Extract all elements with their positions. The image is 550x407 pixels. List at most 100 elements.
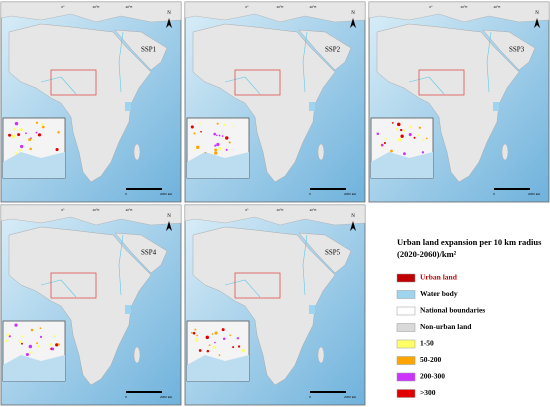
inset-dot: [212, 345, 216, 349]
lon-label: 0°: [245, 5, 249, 9]
inset-dot: [214, 148, 218, 152]
inset-dot: [376, 132, 380, 136]
inset-dot: [49, 343, 53, 346]
madagascar: [317, 143, 325, 161]
lon-label: 20°E: [460, 5, 467, 9]
inset-dot: [232, 125, 235, 128]
nile: [118, 31, 124, 93]
north-arrow: [166, 221, 172, 231]
madagascar: [133, 346, 141, 364]
north-label: N: [351, 214, 355, 219]
north-arrow: [350, 221, 356, 231]
lon-label: 20°E: [92, 5, 99, 9]
inset-dot: [397, 122, 401, 127]
lake: [125, 305, 131, 314]
scale-end: 2000 km: [344, 395, 357, 399]
river: [40, 279, 77, 298]
inset-coast: [187, 355, 249, 381]
scale-end: 2000 km: [528, 192, 541, 196]
inset-dot: [421, 151, 425, 154]
lon-label: 40°E: [125, 5, 132, 9]
north-label: N: [167, 214, 171, 219]
inset-dot: [214, 341, 216, 344]
inset-dot: [5, 339, 9, 342]
arabia: [298, 232, 352, 274]
inset-dot: [225, 148, 228, 151]
inset-dot: [32, 139, 35, 141]
inset-dot: [29, 147, 32, 151]
map-panel: SSP2 N 0° 20°E 40°E 0 2000 km: [184, 1, 366, 203]
inset-dot: [196, 334, 198, 337]
inset-dot: [225, 136, 229, 140]
panel-label: SSP4: [141, 249, 157, 257]
map-panel: SSP5 N 0° 20°E 40°E 0 2000 km: [184, 204, 366, 406]
inset-dot: [229, 334, 231, 337]
inset-dot: [236, 337, 240, 340]
lon-label: 0°: [61, 5, 65, 9]
africa: [376, 23, 520, 183]
north-arrow: [350, 18, 356, 28]
inset-dot: [35, 131, 38, 134]
legend: Urban land expansion per 10 km radius (20…: [396, 237, 542, 398]
inset-dot: [41, 125, 45, 129]
scale-start: 0: [309, 192, 311, 196]
inset-dot: [380, 143, 384, 147]
scale-end: 2000 km: [344, 192, 357, 196]
arabia: [114, 232, 168, 274]
legend-label: 50-200: [420, 355, 441, 364]
legend-swatch: [396, 323, 416, 332]
inset-dot: [228, 141, 231, 144]
arabia: [482, 29, 536, 71]
inset-dot: [14, 152, 18, 155]
inset-dot: [211, 333, 214, 335]
inset-dot: [36, 342, 38, 345]
legend-title-line: Urban land expansion per 10 km radius: [397, 237, 542, 247]
nile: [302, 31, 308, 93]
inset-dot: [51, 347, 55, 351]
inset-dot: [200, 130, 202, 133]
inset-dot: [39, 335, 43, 338]
inset-coast: [371, 152, 433, 178]
map-panel: SSP1 N 0° 20°E 40°E 0 2000 km: [0, 1, 182, 203]
inset-dot: [25, 132, 27, 135]
inset-dot: [417, 134, 420, 137]
nile: [302, 234, 308, 296]
inset-dot: [216, 134, 218, 137]
panel-label: SSP3: [509, 46, 525, 54]
inset-dot: [422, 139, 425, 142]
legend-title: Urban land expansion per 10 km radius (20…: [397, 237, 542, 259]
inset-dot: [57, 343, 61, 346]
inset-dot: [14, 121, 19, 126]
legend-swatch: [396, 306, 416, 316]
inset-dot: [216, 142, 220, 147]
legend-swatch: [396, 372, 416, 382]
inset-coast: [3, 355, 65, 381]
inset-dot: [425, 137, 428, 140]
inset-dot: [37, 344, 40, 348]
map-panel: SSP4 N 0° 20°E 40°E 0 2000 km: [0, 204, 182, 406]
madagascar: [501, 143, 509, 161]
inset-dot: [232, 346, 235, 349]
europe: [184, 204, 366, 226]
inset-dot: [55, 147, 59, 152]
legend-swatch: [396, 356, 416, 365]
map-panel: SSP3 N 0° 20°E 40°E 0 2000 km: [368, 1, 550, 203]
legend-swatch: [396, 389, 416, 398]
scale-bar: [310, 188, 346, 190]
inset-dot: [413, 136, 416, 139]
inset-dot: [222, 337, 226, 341]
inset-dot: [218, 146, 222, 151]
inset-dot: [28, 344, 33, 349]
inset-dot: [18, 340, 22, 344]
inset-dot: [38, 133, 42, 137]
river: [224, 76, 261, 95]
inset-dot: [418, 126, 421, 129]
arabia: [298, 29, 352, 71]
panel-label: SSP5: [325, 249, 341, 257]
scale-bar: [494, 188, 530, 190]
madagascar: [133, 143, 141, 161]
focus-box: [50, 272, 97, 299]
scale-start: 0: [125, 192, 127, 196]
inset-dot: [25, 352, 29, 357]
inset-dot: [383, 142, 386, 145]
